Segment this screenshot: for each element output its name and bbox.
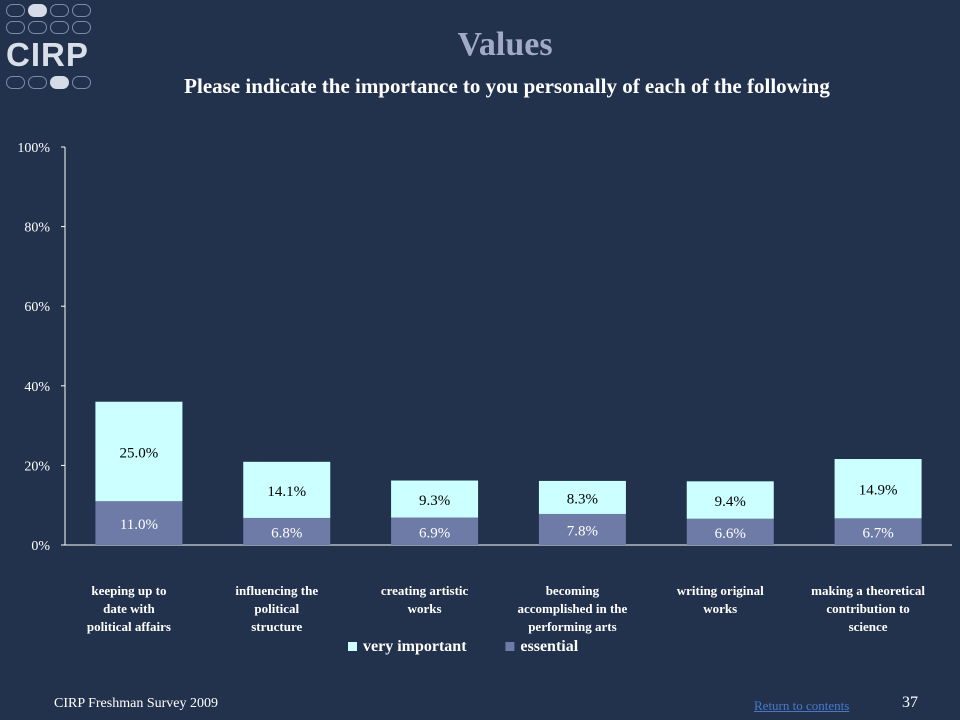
bar-essential (686, 518, 774, 545)
data-label-very-important: 8.3% (567, 491, 598, 507)
category-label: keeping up to (91, 583, 166, 598)
y-tick-label: 0% (31, 539, 50, 554)
return-to-contents-link[interactable]: Return to contents (754, 698, 850, 713)
data-label-very-important: 14.9% (859, 483, 898, 499)
legend-swatch (348, 642, 357, 651)
category-label: writing original (677, 583, 764, 598)
bar-very-important (243, 461, 331, 518)
data-label-essential: 7.8% (567, 523, 598, 539)
category-label: works (703, 601, 737, 616)
bar-very-important (686, 481, 774, 519)
category-label: science (849, 619, 888, 634)
bar-very-important (538, 480, 626, 514)
logo-wordmark: CIRP (6, 36, 89, 73)
y-tick-label: 60% (24, 300, 50, 315)
category-label: contribution to (826, 601, 909, 616)
category-label: structure (251, 619, 302, 634)
data-label-very-important: 25.0% (120, 445, 159, 461)
bar-essential (538, 513, 626, 545)
slide-title: Values (457, 26, 553, 63)
category-label: making a theoretical (811, 583, 925, 598)
bar-essential (95, 501, 183, 545)
legend-label: essential (520, 638, 578, 655)
data-label-very-important: 14.1% (267, 484, 306, 500)
data-label-very-important: 9.4% (715, 494, 746, 510)
bar-essential (243, 517, 331, 545)
legend-swatch (505, 642, 515, 651)
data-label-essential: 6.6% (715, 526, 746, 542)
page-number: 37 (902, 694, 918, 711)
legend-label: very important (363, 638, 467, 655)
category-label: accomplished in the (518, 601, 628, 616)
category-label: creating artistic (381, 583, 469, 598)
bar-essential (834, 518, 922, 545)
data-label-essential: 6.9% (419, 525, 450, 541)
y-tick-label: 20% (24, 459, 50, 474)
category-label: performing arts (528, 619, 616, 634)
category-label: works (408, 601, 442, 616)
category-label: date with (103, 601, 155, 616)
footer-source: CIRP Freshman Survey 2009 (54, 696, 218, 711)
data-label-very-important: 9.3% (419, 493, 450, 509)
category-label: political (254, 601, 299, 616)
bar-very-important (95, 401, 183, 502)
category-label: political affairs (87, 619, 171, 634)
data-label-essential: 6.7% (862, 526, 893, 542)
stacked-bar-chart: 0% 20% 40% 60% 80% 100% 11.0% 25.0% keeping up t… (17, 141, 952, 655)
slide-subtitle: Please indicate the importance to you pe… (184, 74, 830, 98)
bar-very-important (391, 480, 479, 518)
category-label: becoming (546, 583, 600, 598)
bar-very-important (834, 459, 922, 519)
y-tick-label: 80% (24, 221, 50, 236)
y-tick-label: 100% (17, 141, 50, 156)
data-label-essential: 6.8% (271, 525, 302, 541)
y-tick-label: 40% (24, 380, 50, 395)
bar-essential (391, 517, 479, 545)
cirp-logo: CIRP (6, 4, 98, 96)
category-label: influencing the (235, 583, 318, 598)
data-label-essential: 11.0% (120, 517, 158, 533)
